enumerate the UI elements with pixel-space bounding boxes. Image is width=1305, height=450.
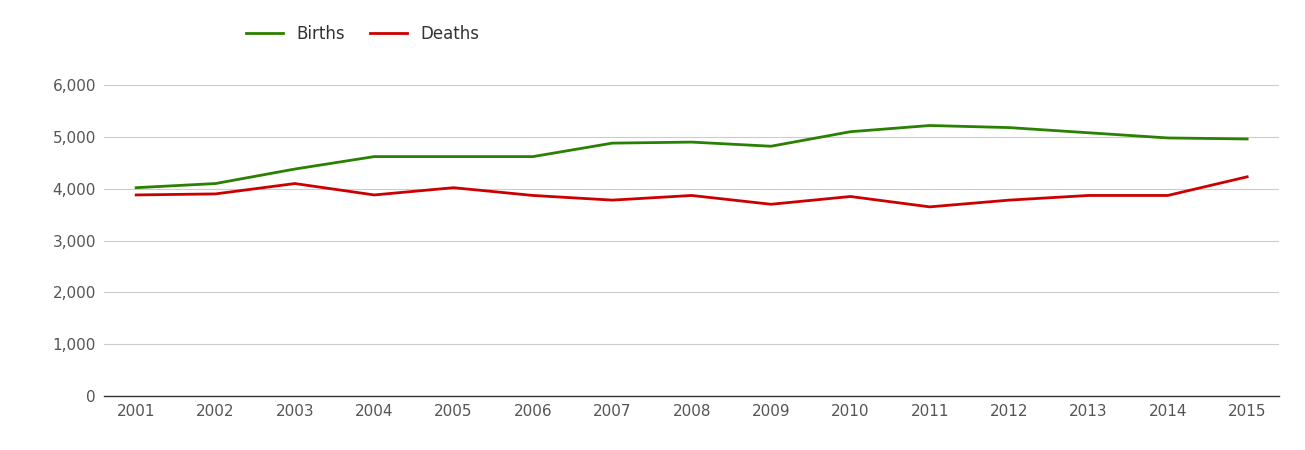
- Deaths: [287, 181, 303, 186]
- Deaths: [843, 194, 859, 199]
- Births: [843, 129, 859, 135]
- Deaths: [684, 193, 699, 198]
- Deaths: [763, 202, 779, 207]
- Deaths: [446, 185, 462, 190]
- Deaths: [128, 192, 144, 198]
- Line: Births: Births: [136, 126, 1248, 188]
- Deaths: [921, 204, 937, 210]
- Births: [921, 123, 937, 128]
- Births: [367, 154, 382, 159]
- Legend: Births, Deaths: Births, Deaths: [240, 18, 485, 49]
- Deaths: [525, 193, 540, 198]
- Births: [1081, 130, 1096, 135]
- Births: [684, 140, 699, 145]
- Births: [763, 144, 779, 149]
- Deaths: [1081, 193, 1096, 198]
- Births: [287, 166, 303, 172]
- Deaths: [367, 192, 382, 198]
- Deaths: [1160, 193, 1176, 198]
- Births: [1240, 136, 1255, 142]
- Births: [525, 154, 540, 159]
- Births: [1160, 135, 1176, 141]
- Births: [1001, 125, 1017, 130]
- Line: Deaths: Deaths: [136, 177, 1248, 207]
- Births: [207, 181, 223, 186]
- Deaths: [1001, 198, 1017, 203]
- Deaths: [207, 191, 223, 197]
- Births: [604, 140, 620, 146]
- Deaths: [604, 198, 620, 203]
- Births: [446, 154, 462, 159]
- Deaths: [1240, 174, 1255, 180]
- Births: [128, 185, 144, 190]
